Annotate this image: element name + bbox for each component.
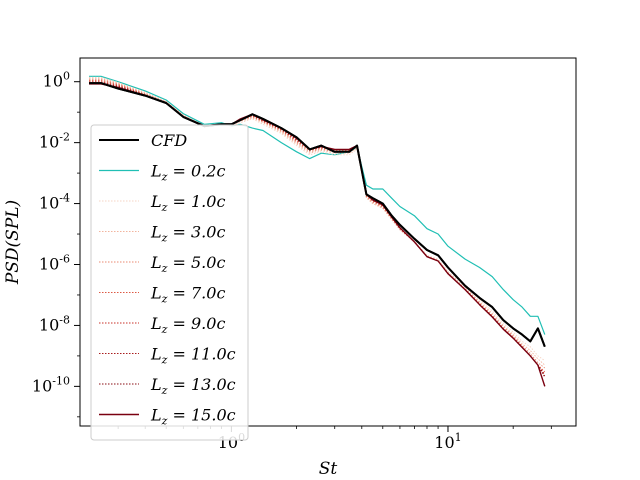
legend-label-8: Lz = 13.0c: [150, 375, 236, 397]
y-tick-label-3: 10-6: [39, 253, 70, 274]
y-tick-label-0: 100: [43, 70, 70, 91]
legend-label-7: Lz = 11.0c: [150, 345, 236, 367]
y-tick-label-5: 10-10: [32, 374, 70, 395]
y-tick-label-4: 10-8: [39, 313, 70, 334]
legend-label-9: Lz = 15.0c: [150, 406, 236, 428]
legend-label-2: Lz = 1.0c: [150, 192, 225, 214]
legend-label-4: Lz = 5.0c: [150, 253, 225, 275]
y-tick-label-2: 10-4: [39, 192, 70, 213]
x-axis-label: St: [319, 459, 338, 479]
y-tick-label-1: 10-2: [39, 131, 70, 152]
x-tick-label-1: 101: [434, 431, 461, 452]
legend: CFD Lz = 0.2c Lz = 1.0c Lz = 3.0c Lz = 5.0c L…: [90, 124, 249, 441]
legend-box: [90, 124, 249, 441]
legend-label-3: Lz = 3.0c: [150, 223, 225, 245]
y-axis-label: PSD(SPL): [3, 200, 23, 285]
legend-label-1: Lz = 0.2c: [150, 162, 225, 184]
legend-label-5: Lz = 7.0c: [150, 284, 225, 306]
legend-label-6: Lz = 9.0c: [150, 314, 225, 336]
plot-frame: [79, 57, 577, 427]
legend-label-0: CFD: [151, 131, 187, 150]
